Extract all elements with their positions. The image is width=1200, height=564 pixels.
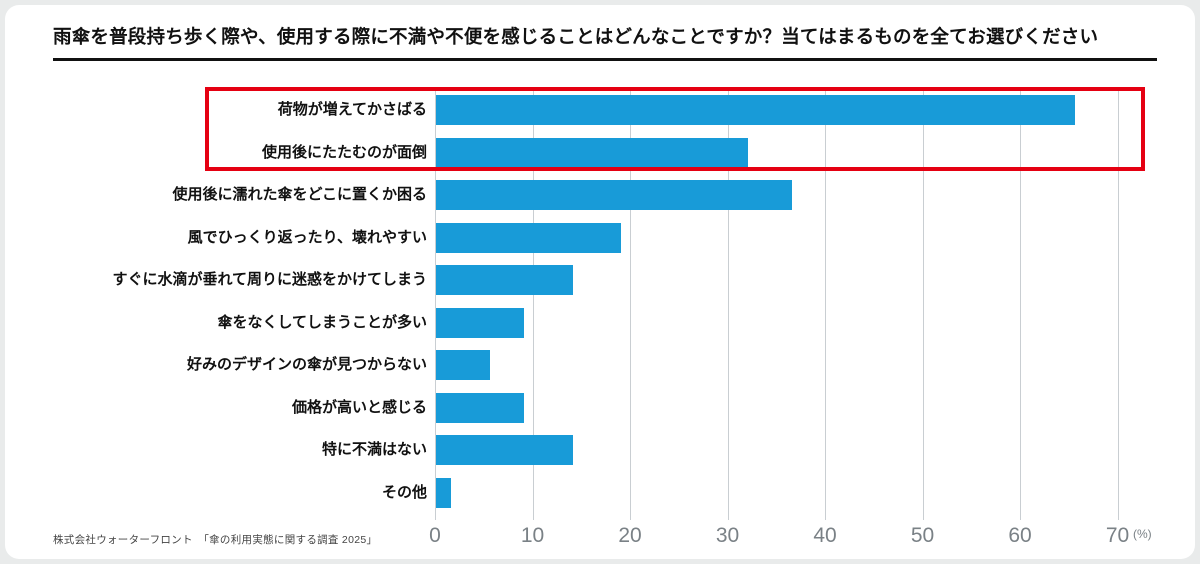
gridline — [1117, 88, 1119, 520]
bar — [436, 222, 622, 253]
category-label: 使用後に濡れた傘をどこに置くか困る — [172, 186, 427, 203]
category-label: 傘をなくしてしまうことが多い — [217, 313, 427, 331]
category-label: 好みのデザインの傘が見つからない — [186, 356, 427, 373]
x-tick-label: 50 — [910, 524, 935, 547]
gridline — [825, 88, 826, 520]
bar — [436, 350, 490, 380]
category-label: 荷物が増えてかさばる — [277, 101, 427, 118]
percent-unit-label: (%) — [1133, 527, 1152, 541]
x-tick-label: 10 — [520, 524, 545, 547]
gridline — [727, 88, 729, 520]
category-label: その他 — [381, 483, 427, 501]
gridline — [435, 88, 436, 520]
category-label: 価格が高いと感じる — [291, 398, 427, 416]
bar — [436, 95, 1075, 125]
x-tick-label: 60 — [1008, 524, 1032, 547]
category-label: 特に不満はない — [321, 441, 427, 458]
chart-card: 雨傘を普段持ち歩く際や、使用する際に不満や不便を感じることはどんなことですか？当… — [5, 5, 1195, 559]
x-tick-label: 30 — [715, 524, 740, 547]
x-tick-label: 40 — [813, 524, 837, 547]
bar — [436, 392, 524, 423]
gridline — [1020, 88, 1021, 520]
bar — [436, 477, 451, 508]
gridline — [922, 88, 924, 520]
bar — [436, 307, 524, 338]
bar — [436, 180, 792, 210]
category-label: 使用後にたたむのが面倒 — [261, 143, 427, 161]
title-divider — [53, 58, 1157, 61]
gridline — [532, 88, 534, 520]
x-tick-label: 20 — [618, 524, 642, 547]
bar — [436, 137, 748, 168]
x-tick-label: 0 — [429, 524, 441, 547]
category-label: すぐに水滴が垂れて周りに迷惑をかけてしまう — [112, 271, 427, 288]
chart-title: 雨傘を普段持ち歩く際や、使用する際に不満や不便を感じることはどんなことですか？当… — [53, 26, 1099, 47]
gridline — [630, 88, 631, 520]
x-tick-label: 70 — [1105, 524, 1130, 547]
bar — [436, 265, 573, 295]
chart-area: (%) 0 10 20 30 40 50 60 70 荷物が増えてかさばる使用後にたたむのが面倒… — [5, 75, 1195, 547]
category-label: 風でひっくり返ったり、壊れやすい — [187, 228, 427, 246]
bar — [436, 435, 573, 465]
source-note: 株式会社ウォーターフロント 「傘の利用実態に関する調査 2025」 — [53, 534, 378, 546]
